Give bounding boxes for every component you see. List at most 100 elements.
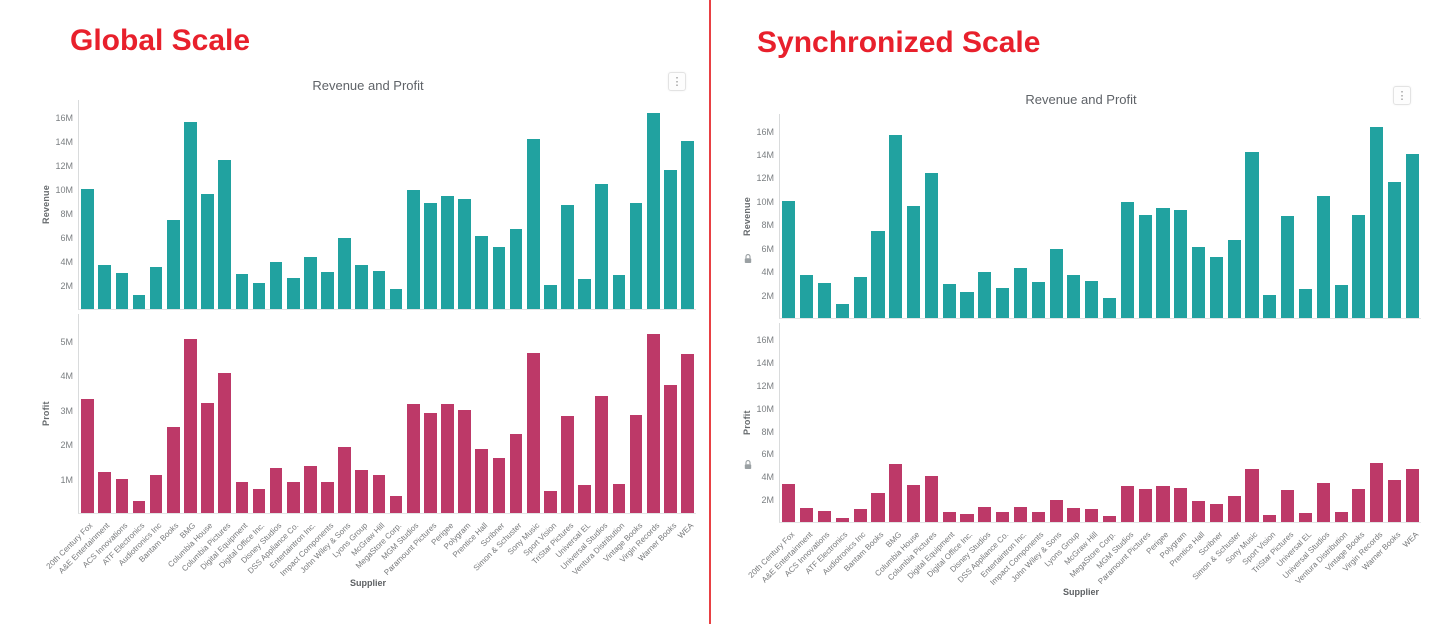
bar-revenue[interactable] bbox=[1405, 154, 1419, 318]
bar-profit[interactable] bbox=[1387, 479, 1402, 522]
bar-revenue[interactable] bbox=[800, 274, 814, 318]
bar-revenue[interactable] bbox=[372, 270, 386, 309]
bar-revenue[interactable] bbox=[907, 205, 921, 318]
bar-profit[interactable] bbox=[355, 469, 369, 513]
bar-revenue[interactable] bbox=[184, 121, 197, 309]
bar-profit[interactable] bbox=[1263, 514, 1277, 522]
bar-profit[interactable] bbox=[441, 404, 454, 513]
bar-profit[interactable] bbox=[458, 409, 471, 513]
bar-revenue[interactable] bbox=[1031, 281, 1045, 318]
bar-profit[interactable] bbox=[800, 508, 814, 522]
bar-revenue[interactable] bbox=[286, 277, 300, 309]
bar-revenue[interactable] bbox=[1352, 214, 1366, 318]
bar-revenue[interactable] bbox=[646, 113, 660, 309]
bar-revenue[interactable] bbox=[132, 294, 146, 309]
bar-profit[interactable] bbox=[924, 475, 938, 522]
bar-revenue[interactable] bbox=[389, 288, 403, 309]
bar-profit[interactable] bbox=[561, 416, 574, 513]
bar-profit[interactable] bbox=[166, 426, 180, 513]
bar-revenue[interactable] bbox=[304, 257, 317, 309]
bar-profit[interactable] bbox=[132, 500, 146, 513]
bar-revenue[interactable] bbox=[1370, 127, 1384, 318]
bar-revenue[interactable] bbox=[1281, 216, 1295, 318]
kebab-menu-icon[interactable]: ⋮ bbox=[668, 72, 686, 91]
bar-revenue[interactable] bbox=[960, 292, 974, 318]
bar-revenue[interactable] bbox=[1227, 239, 1241, 318]
bar-profit[interactable] bbox=[424, 413, 437, 513]
bar-profit[interactable] bbox=[871, 493, 885, 522]
bar-revenue[interactable] bbox=[1156, 207, 1170, 318]
bar-revenue[interactable] bbox=[561, 204, 574, 309]
bar-profit[interactable] bbox=[252, 488, 266, 513]
bar-profit[interactable] bbox=[235, 481, 249, 513]
bar-profit[interactable] bbox=[1049, 500, 1063, 522]
bar-profit[interactable] bbox=[98, 471, 112, 513]
bar-revenue[interactable] bbox=[1013, 267, 1028, 318]
bar-revenue[interactable] bbox=[526, 138, 540, 309]
bar-profit[interactable] bbox=[321, 481, 334, 513]
bar-profit[interactable] bbox=[782, 484, 796, 522]
bar-profit[interactable] bbox=[115, 478, 129, 513]
bar-profit[interactable] bbox=[1120, 486, 1134, 522]
bar-profit[interactable] bbox=[218, 373, 232, 513]
bar-profit[interactable] bbox=[681, 354, 694, 513]
bar-profit[interactable] bbox=[492, 457, 506, 513]
bar-profit[interactable] bbox=[184, 338, 197, 513]
bar-profit[interactable] bbox=[612, 483, 626, 513]
bar-profit[interactable] bbox=[1085, 509, 1099, 522]
bar-profit[interactable] bbox=[1013, 506, 1028, 522]
bar-revenue[interactable] bbox=[1085, 280, 1099, 318]
bar-profit[interactable] bbox=[664, 385, 677, 513]
bar-profit[interactable] bbox=[338, 447, 352, 513]
bar-profit[interactable] bbox=[1298, 512, 1313, 522]
kebab-menu-icon[interactable]: ⋮ bbox=[1393, 86, 1411, 105]
bar-revenue[interactable] bbox=[978, 272, 992, 318]
bar-profit[interactable] bbox=[1138, 488, 1152, 522]
bar-revenue[interactable] bbox=[338, 238, 352, 309]
bar-revenue[interactable] bbox=[424, 203, 437, 309]
bar-revenue[interactable] bbox=[235, 274, 249, 309]
bar-profit[interactable] bbox=[853, 509, 867, 522]
bar-profit[interactable] bbox=[907, 485, 921, 522]
bar-profit[interactable] bbox=[942, 511, 956, 522]
bar-revenue[interactable] bbox=[1120, 202, 1134, 318]
bar-revenue[interactable] bbox=[578, 279, 591, 309]
bar-revenue[interactable] bbox=[1174, 210, 1188, 318]
bar-profit[interactable] bbox=[578, 485, 591, 513]
bar-revenue[interactable] bbox=[1263, 294, 1277, 318]
bar-profit[interactable] bbox=[1192, 500, 1206, 522]
bar-revenue[interactable] bbox=[252, 282, 266, 309]
bar-profit[interactable] bbox=[372, 475, 386, 513]
bar-revenue[interactable] bbox=[629, 203, 643, 309]
bar-revenue[interactable] bbox=[406, 190, 420, 309]
bar-profit[interactable] bbox=[835, 518, 849, 522]
bar-revenue[interactable] bbox=[1102, 298, 1117, 318]
bar-profit[interactable] bbox=[286, 481, 300, 513]
bar-profit[interactable] bbox=[1227, 495, 1241, 522]
bar-profit[interactable] bbox=[996, 511, 1010, 522]
bar-profit[interactable] bbox=[629, 414, 643, 513]
bar-revenue[interactable] bbox=[1245, 151, 1259, 318]
bar-revenue[interactable] bbox=[355, 264, 369, 309]
bar-profit[interactable] bbox=[389, 495, 403, 513]
bar-profit[interactable] bbox=[1067, 507, 1081, 522]
bar-revenue[interactable] bbox=[1316, 196, 1330, 318]
bar-revenue[interactable] bbox=[1067, 274, 1081, 318]
bar-profit[interactable] bbox=[81, 399, 94, 513]
bar-profit[interactable] bbox=[1031, 511, 1045, 522]
bar-profit[interactable] bbox=[960, 514, 974, 522]
bar-profit[interactable] bbox=[406, 404, 420, 513]
bar-revenue[interactable] bbox=[782, 200, 796, 318]
bar-profit[interactable] bbox=[1316, 483, 1330, 522]
bar-revenue[interactable] bbox=[612, 275, 626, 309]
bar-profit[interactable] bbox=[817, 510, 832, 522]
bar-profit[interactable] bbox=[1352, 489, 1366, 522]
bar-revenue[interactable] bbox=[492, 246, 506, 309]
bar-revenue[interactable] bbox=[115, 273, 129, 309]
bar-revenue[interactable] bbox=[889, 135, 903, 318]
bar-profit[interactable] bbox=[544, 490, 557, 513]
bar-revenue[interactable] bbox=[1192, 246, 1206, 318]
bar-profit[interactable] bbox=[1334, 512, 1348, 522]
bar-profit[interactable] bbox=[889, 464, 903, 522]
bar-profit[interactable] bbox=[1405, 469, 1419, 522]
